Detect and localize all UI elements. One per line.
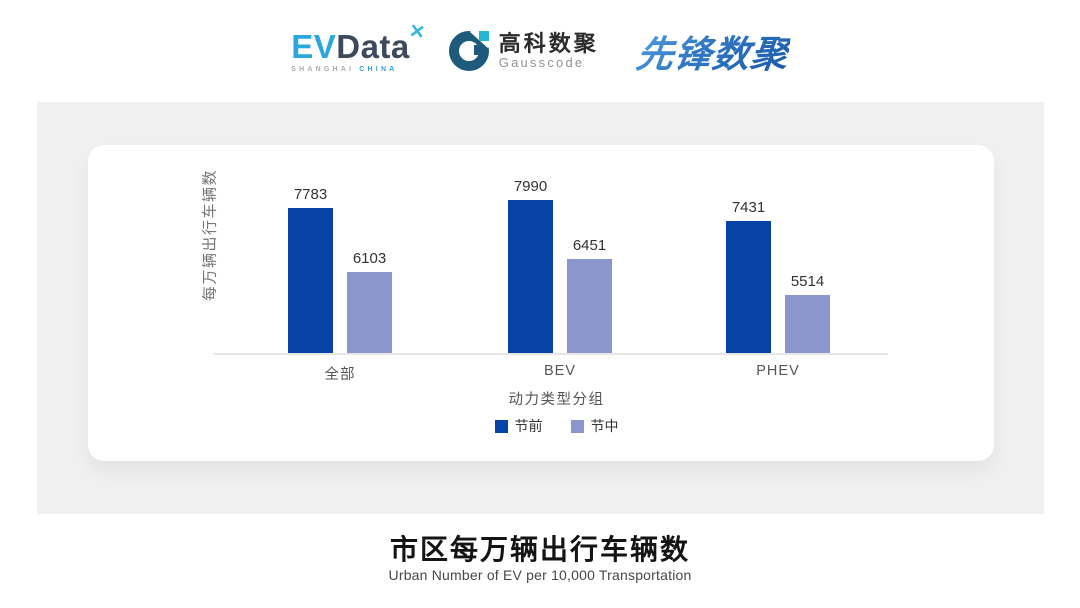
bar-mid-festival-BEV: 6451: [567, 237, 612, 353]
gausscode-logo: 高科数聚 Gausscode: [448, 20, 599, 72]
pioneer-data-logo: 先锋数聚: [633, 24, 792, 78]
page-subtitle: Urban Number of EV per 10,000 Transporta…: [388, 567, 692, 583]
legend-swatch-icon: [494, 419, 508, 433]
legend-swatch-icon: [570, 419, 584, 433]
chart-panel: 每万辆出行车辆数 7783 6103 7990 6451 7431 5514 全部 BEV P…: [37, 102, 1044, 514]
bar-mid-festival-全部: 6103: [347, 250, 392, 353]
evdata-logo: EVData ✕ SHANGHAI CHINA: [291, 20, 427, 73]
category-label-全部: 全部: [324, 367, 356, 383]
logo-header: EVData ✕ SHANGHAI CHINA 高科数聚 Gausscode 先锋…: [0, 16, 1080, 86]
bar-mid-festival-PHEV: 5514: [785, 273, 830, 353]
bar-value-label: 6451: [572, 237, 607, 254]
evdata-sparkle-icon: ✕: [407, 20, 428, 44]
legend-label: 节中: [590, 418, 619, 434]
y-axis-label: 每万辆出行车辆数: [201, 168, 219, 302]
category-label-PHEV: PHEV: [756, 363, 800, 379]
x-axis-title: 动力类型分组: [508, 392, 605, 408]
evdata-subtext: SHANGHAI CHINA: [291, 66, 410, 73]
bar-value-label: 6103: [352, 250, 387, 267]
evdata-data-text: Data: [336, 27, 410, 65]
g-crossbar: [473, 45, 485, 55]
legend-label: 节前: [514, 418, 543, 434]
chart-card: 每万辆出行车辆数 7783 6103 7990 6451 7431 5514 全部 BEV P…: [88, 145, 994, 461]
g-cyan-square: [478, 31, 489, 41]
category-label-BEV: BEV: [543, 363, 577, 379]
bar-value-label: 7783: [293, 186, 328, 203]
gausscode-g-icon: [448, 20, 498, 72]
legend: 节前 节中: [225, 416, 888, 436]
legend-item-pre-festival: 节前: [494, 416, 543, 436]
page-title: 市区每万辆出行车辆数: [389, 534, 690, 565]
bar-pre-festival-BEV: 7990: [508, 178, 553, 353]
legend-item-mid-festival: 节中: [570, 416, 619, 436]
gausscode-en-name: Gausscode: [498, 55, 585, 71]
bar-group-PHEV: 7431 5514: [726, 199, 830, 353]
bar-value-label: 5514: [790, 273, 825, 290]
bar-group-BEV: 7990 6451: [508, 178, 612, 353]
bar-group-全部: 7783 6103: [288, 186, 392, 353]
evdata-china-text: CHINA: [359, 65, 398, 73]
bar-value-label: 7431: [731, 199, 766, 216]
plot-area: 7783 6103 7990 6451 7431 5514: [213, 178, 888, 355]
gausscode-text: 高科数聚 Gausscode: [499, 31, 599, 71]
evdata-ev-text: EV: [291, 27, 337, 65]
bar-pre-festival-PHEV: 7431: [726, 199, 771, 353]
evdata-shanghai-text: SHANGHAI: [291, 65, 355, 73]
evdata-wordmark: EVData ✕: [291, 20, 427, 65]
bar-value-label: 7990: [513, 178, 548, 195]
bar-pre-festival-全部: 7783: [288, 186, 333, 353]
gausscode-cn-name: 高科数聚: [498, 30, 599, 56]
x-axis-line: [213, 353, 888, 355]
